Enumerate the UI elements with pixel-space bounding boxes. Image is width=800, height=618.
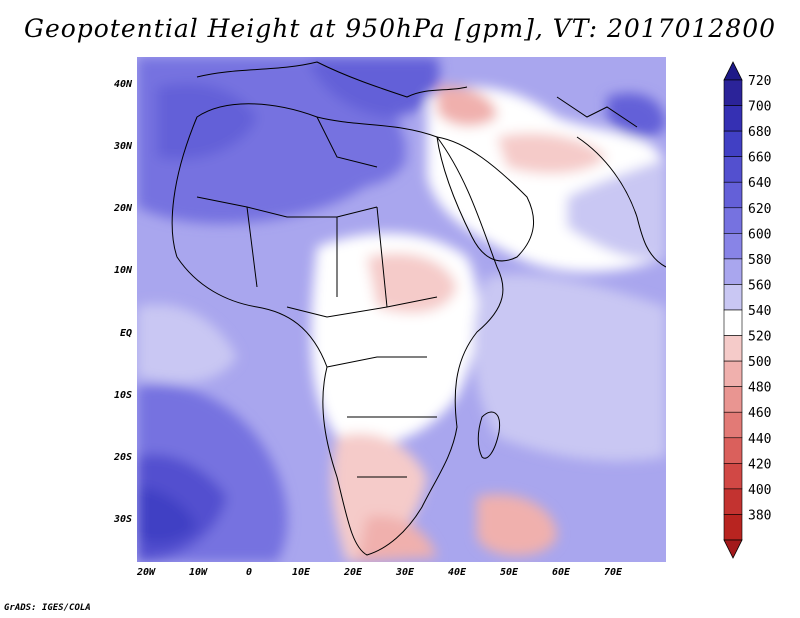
legend-arrow-top bbox=[723, 61, 743, 81]
legend-swatch-440 bbox=[723, 437, 743, 464]
legend-swatch-700 bbox=[723, 105, 743, 132]
legend-swatch-600 bbox=[723, 233, 743, 260]
legend-swatch-680 bbox=[723, 130, 743, 157]
lon-label-10w: 10W bbox=[188, 567, 208, 578]
legend-swatch-620 bbox=[723, 207, 743, 234]
lon-label-70e: 70E bbox=[603, 567, 623, 578]
lat-label-40n: 40N bbox=[113, 79, 132, 90]
legend-swatch-580 bbox=[723, 258, 743, 285]
lon-label-30e: 30E bbox=[395, 567, 415, 578]
geopotential-map bbox=[137, 57, 666, 562]
lon-label-10e: 10E bbox=[291, 567, 311, 578]
lat-label-10n: 10N bbox=[113, 265, 132, 276]
legend-swatch-660 bbox=[723, 156, 743, 183]
legend-label-620: 620 bbox=[748, 202, 771, 217]
lat-label-20n: 20N bbox=[113, 203, 132, 214]
legend-label-640: 640 bbox=[748, 176, 771, 191]
lon-label-50e: 50E bbox=[499, 567, 519, 578]
lon-label-20e: 20E bbox=[343, 567, 363, 578]
color-legend: 720 700 680 660 640 620 600 580 560 540 520 500 480 4… bbox=[723, 61, 771, 559]
legend-swatch-480 bbox=[723, 386, 743, 413]
legend-label-680: 680 bbox=[748, 125, 771, 140]
legend-swatch-640 bbox=[723, 181, 743, 209]
lat-label-20s: 20S bbox=[113, 452, 132, 463]
legend-arrow-bottom bbox=[723, 539, 743, 559]
legend-swatch-540 bbox=[723, 309, 743, 336]
legend-label-400: 400 bbox=[748, 483, 771, 498]
legend-swatch-460 bbox=[723, 411, 743, 439]
legend-label-480: 480 bbox=[748, 381, 771, 396]
lon-label-60e: 60E bbox=[551, 567, 571, 578]
legend-swatch-420 bbox=[723, 463, 743, 490]
legend-swatch-720 bbox=[723, 79, 743, 106]
legend-label-500: 500 bbox=[748, 355, 771, 370]
legend-label-540: 540 bbox=[748, 304, 771, 319]
lat-label-30n: 30N bbox=[113, 141, 132, 152]
legend-label-700: 700 bbox=[748, 100, 771, 115]
map-title: Geopotential Height at 950hPa [gpm], VT:… bbox=[23, 14, 777, 43]
legend-label-580: 580 bbox=[748, 253, 771, 268]
legend-label-440: 440 bbox=[748, 432, 771, 447]
legend-label-660: 660 bbox=[748, 151, 771, 166]
footer-credit: GrADS: IGES/COLA bbox=[4, 603, 91, 613]
legend-swatch-560 bbox=[723, 284, 743, 311]
legend-label-380: 380 bbox=[748, 508, 771, 523]
legend-label-560: 560 bbox=[748, 278, 771, 293]
legend-label-600: 600 bbox=[748, 227, 771, 242]
lat-label-eq: EQ bbox=[119, 328, 132, 339]
legend-label-520: 520 bbox=[748, 330, 771, 345]
lon-label-40e: 40E bbox=[447, 567, 467, 578]
lat-label-30s: 30S bbox=[113, 514, 132, 525]
legend-swatch-520 bbox=[723, 335, 743, 362]
legend-label-420: 420 bbox=[748, 457, 771, 472]
legend-swatch-380 bbox=[723, 514, 743, 541]
legend-swatch-500 bbox=[723, 360, 743, 387]
lat-label-10s: 10S bbox=[113, 390, 132, 401]
legend-label-460: 460 bbox=[748, 406, 771, 421]
legend-swatch-400 bbox=[723, 488, 743, 515]
lon-label-0: 0 bbox=[245, 567, 253, 578]
legend-label-720: 720 bbox=[748, 74, 771, 89]
lon-label-20w: 20W bbox=[136, 567, 156, 578]
